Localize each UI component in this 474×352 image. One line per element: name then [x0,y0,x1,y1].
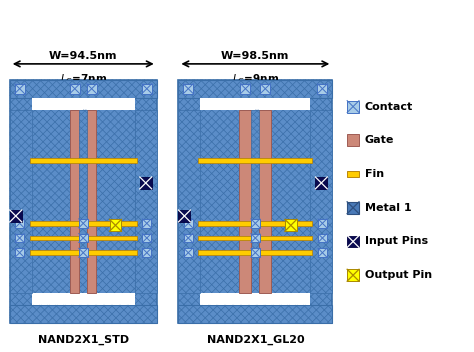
Bar [251,248,260,257]
Text: $L_G$=7nm: $L_G$=7nm [60,72,107,86]
Text: $L_G$=9nm: $L_G$=9nm [232,72,279,86]
Bar [70,84,80,94]
Bar [184,233,193,243]
Bar [179,210,191,222]
Bar [318,233,327,243]
Bar [318,219,327,228]
Bar [79,109,87,223]
Bar [142,248,151,257]
Bar [285,219,297,231]
Text: Fin: Fin [365,169,384,179]
Bar [251,233,260,243]
Bar [184,248,193,257]
Bar [70,109,79,293]
Bar [347,134,359,146]
Bar [30,235,137,240]
Bar [15,84,25,94]
Bar [198,250,312,255]
Bar [30,158,137,163]
Bar [142,233,151,243]
Bar [10,210,22,222]
Bar [315,177,327,189]
Bar [179,80,332,98]
Bar [109,219,121,231]
Bar [179,305,332,323]
Bar [10,305,156,323]
Text: Gate: Gate [365,135,394,145]
Bar [15,248,24,257]
Text: Output Pin: Output Pin [365,270,432,280]
Bar [30,250,137,255]
Bar [79,248,88,257]
Bar [347,171,359,177]
Bar [140,177,152,189]
Bar [87,84,97,94]
Bar [201,293,310,305]
Bar [318,248,327,257]
Bar [142,219,151,228]
Text: W=94.5nm: W=94.5nm [49,51,118,61]
Bar [347,202,359,214]
Bar [251,109,259,223]
Bar [318,84,328,94]
Text: NAND2X1_STD: NAND2X1_STD [37,335,129,345]
Bar [310,109,332,293]
Bar [32,293,135,305]
Bar [15,219,24,228]
Bar [32,98,135,109]
Bar [10,80,156,98]
Bar [30,221,137,226]
Bar [259,109,271,293]
Bar [251,219,260,228]
Bar [198,221,312,226]
Bar [135,109,156,293]
Bar [15,233,24,243]
Text: Contact: Contact [365,102,413,112]
Bar [183,84,193,94]
Bar [198,235,312,240]
Text: Input Pins: Input Pins [365,237,428,246]
Bar [347,101,359,113]
Bar [10,80,156,323]
Bar [347,235,359,247]
Text: Metal 1: Metal 1 [365,203,411,213]
Bar [179,80,332,323]
Bar [87,109,96,293]
Bar [184,219,193,228]
Bar [142,84,152,94]
Bar [179,109,201,293]
Bar [198,158,312,163]
Text: NAND2X1_GL20: NAND2X1_GL20 [207,335,304,345]
Bar [260,84,270,94]
Bar [240,84,250,94]
Bar [79,219,88,228]
Bar [10,109,32,293]
Bar [79,233,88,243]
Text: W=98.5nm: W=98.5nm [221,51,290,61]
Bar [239,109,251,293]
Bar [201,98,310,109]
Bar [347,269,359,281]
